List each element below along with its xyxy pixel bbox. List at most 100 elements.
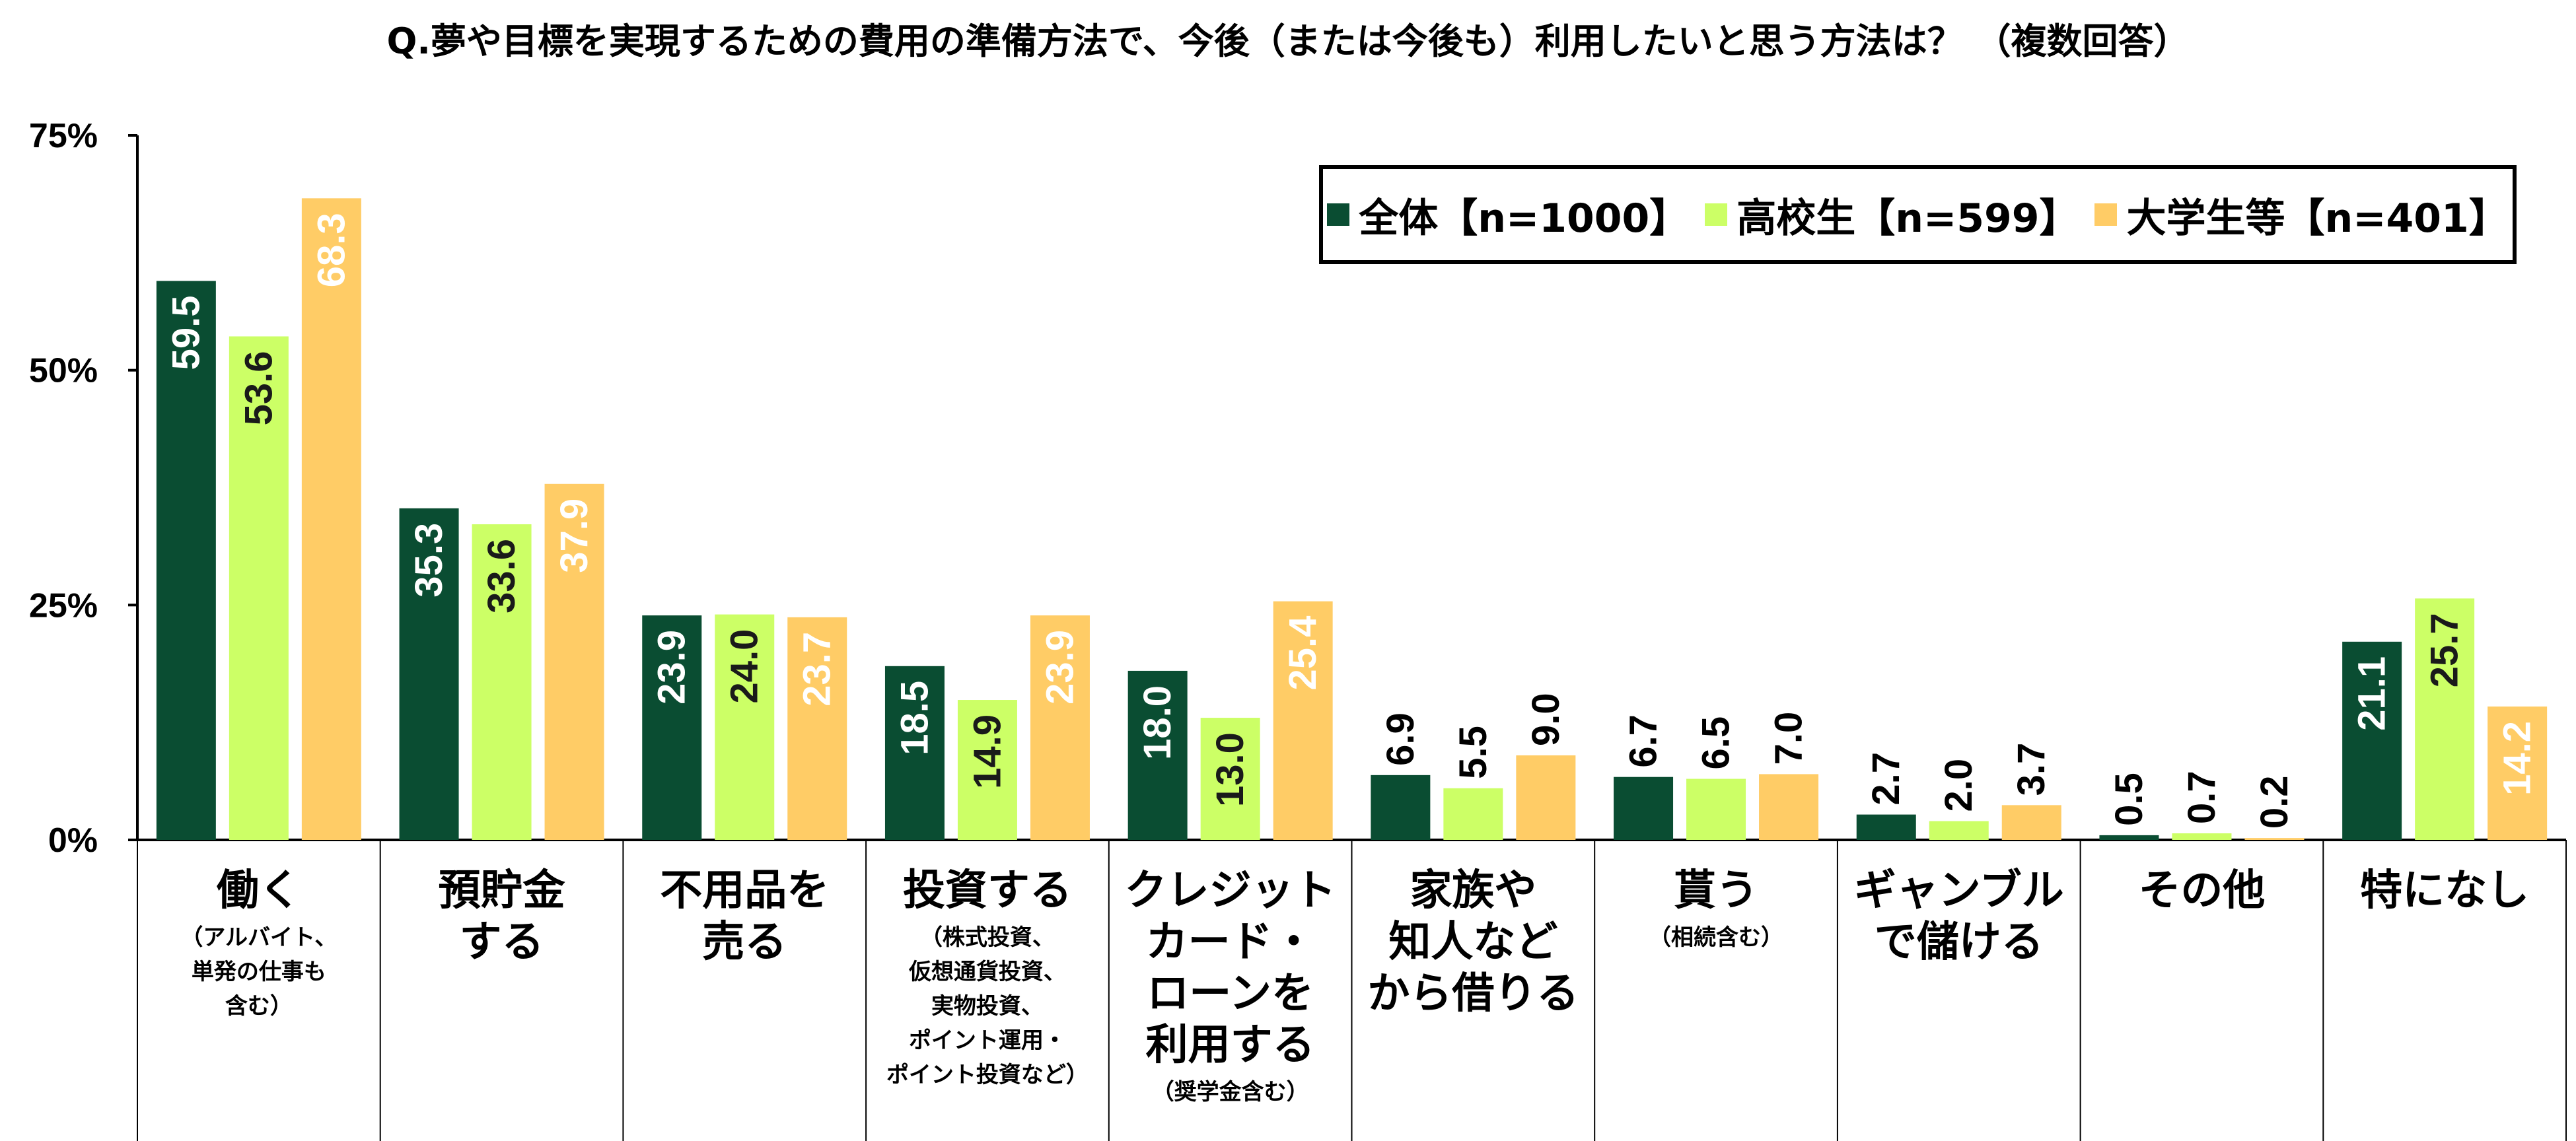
chart-title: Q.夢や目標を実現するための費用の準備方法で、今後（または今後も）利用したいと思… [386, 20, 2190, 62]
bar [2415, 598, 2475, 840]
data-label: 0.7 [2180, 771, 2223, 824]
category-label: その他 [2081, 865, 2322, 916]
category-label: 働く （アルバイト、 単発の仕事も 含む） [138, 865, 380, 1023]
bar [1614, 777, 1674, 840]
data-label: 59.5 [164, 296, 207, 370]
bar [1856, 814, 1916, 840]
bar [957, 700, 1017, 840]
category-note: （相続含む） [1649, 924, 1784, 951]
data-label: 2.7 [1865, 752, 1908, 806]
legend-item: 大学生等【n=401】 [2094, 186, 2509, 244]
data-label: 35.3 [408, 523, 450, 598]
category-label: 預貯金 する [381, 865, 623, 968]
bar [1127, 670, 1188, 840]
data-label: 2.0 [1937, 759, 1980, 812]
bar [1929, 821, 1989, 840]
category-name: 貰う [1674, 866, 1759, 915]
data-label: 23.9 [1038, 630, 1081, 705]
data-label: 5.5 [1452, 726, 1495, 779]
legend-item: 全体【n=1000】 [1327, 186, 1689, 244]
category-label: 不用品を 売る [624, 865, 865, 968]
bar [884, 666, 945, 840]
bar [642, 615, 702, 840]
data-label: 6.5 [1695, 716, 1738, 770]
category-label: 貰う （相続含む） [1595, 865, 1837, 955]
category-label: 家族や 知人など から借りる [1352, 865, 1594, 1020]
category-label: 投資する （株式投資、 仮想通貨投資、 実物投資、 ポイント運用・ ポイント投資な… [867, 865, 1108, 1092]
category-note: （奨学金含む） [1151, 1079, 1309, 1105]
data-label: 9.0 [1524, 693, 1567, 746]
category-label: クレジット カード・ ローンを 利用する （奨学金含む） [1110, 865, 1351, 1109]
data-label: 25.4 [1281, 616, 1324, 691]
legend-label: 大学生等【n=401】 [2126, 195, 2509, 242]
category-name: 特になし [2360, 866, 2530, 915]
data-label: 23.9 [651, 630, 694, 705]
data-label: 6.9 [1379, 712, 1422, 766]
category-name: 投資する [902, 866, 1072, 915]
legend-item: 高校生【n=599】 [1705, 186, 2079, 244]
bar [1030, 615, 1090, 840]
data-label: 14.9 [966, 714, 1009, 789]
category-name: 働く [216, 866, 301, 915]
data-label: 18.0 [1136, 685, 1179, 760]
data-label: 37.9 [553, 499, 596, 573]
data-label: 0.5 [2108, 773, 2151, 826]
bar [2172, 833, 2232, 840]
bar [2099, 835, 2159, 840]
category-label: ギャンブル で儲ける [1838, 865, 2080, 968]
bar [1443, 788, 1503, 840]
y-tick-label: 25% [29, 586, 98, 625]
category-name: クレジット カード・ ローンを 利用する [1124, 866, 1336, 1070]
data-label: 23.7 [796, 632, 839, 707]
data-label: 13.0 [1209, 732, 1252, 807]
data-label: 21.1 [2351, 656, 2394, 731]
legend-label: 全体【n=1000】 [1359, 195, 1690, 242]
data-label: 25.7 [2423, 613, 2466, 687]
category-name: ギャンブル で儲ける [1853, 866, 2064, 967]
category-name: 不用品を 売る [660, 866, 830, 967]
data-label: 53.6 [237, 351, 280, 425]
category-name: 預貯金 する [438, 866, 565, 967]
category-note: （アルバイト、 単発の仕事も 含む） [180, 924, 338, 1020]
data-label: 6.7 [1622, 714, 1665, 768]
bar [1273, 601, 1333, 840]
bar [2487, 706, 2548, 840]
data-label: 7.0 [1768, 712, 1810, 765]
category-name: その他 [2138, 866, 2266, 915]
category-label: 特になし [2324, 865, 2565, 916]
bar [787, 617, 847, 840]
legend-swatch [2094, 203, 2118, 226]
bar [399, 508, 459, 840]
data-label: 14.2 [2496, 721, 2539, 796]
bar [1686, 778, 1746, 840]
y-tick-label: 75% [29, 117, 98, 155]
legend: 全体【n=1000】 高校生【n=599】 大学生等【n=401】 [1319, 165, 2517, 264]
category-note: （株式投資、 仮想通貨投資、 実物投資、 ポイント運用・ ポイント投資など） [886, 924, 1089, 1088]
bar [544, 483, 604, 840]
bar [1200, 718, 1260, 840]
y-tick-label: 0% [48, 821, 98, 860]
legend-swatch [1705, 203, 1728, 226]
bar [156, 281, 216, 841]
bar [472, 524, 532, 840]
data-label: 18.5 [893, 681, 936, 755]
bar [301, 198, 361, 840]
data-label: 33.6 [480, 539, 523, 613]
bar [229, 336, 289, 840]
bar [1516, 755, 1576, 840]
y-tick-label: 50% [29, 352, 98, 390]
data-label: 0.2 [2253, 776, 2296, 829]
bar [715, 614, 775, 840]
bar [2342, 641, 2402, 840]
data-label: 3.7 [2010, 743, 2053, 796]
bar [2244, 838, 2305, 840]
data-label: 24.0 [723, 629, 766, 704]
category-name: 家族や 知人など から借りる [1367, 866, 1579, 1018]
legend-swatch [1327, 203, 1350, 226]
legend-label: 高校生【n=599】 [1736, 195, 2079, 242]
bar [2001, 805, 2061, 840]
bar [1759, 774, 1819, 840]
data-label: 68.3 [310, 213, 353, 287]
bar [1371, 775, 1431, 840]
